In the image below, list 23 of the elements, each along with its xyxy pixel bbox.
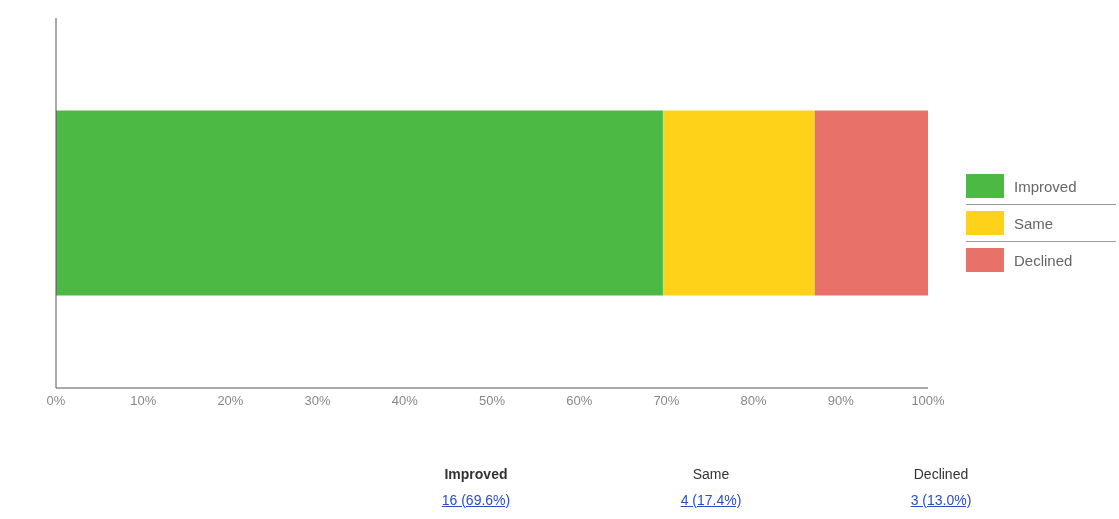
legend-label: Same	[1014, 214, 1054, 232]
bar	[56, 110, 663, 296]
text: Same	[692, 466, 730, 482]
x-tick-label: 80%	[740, 393, 768, 409]
text: 3 (13.0%)	[909, 492, 973, 508]
bar	[814, 110, 928, 296]
legend-label: Declined	[1014, 251, 1073, 269]
x-tick-label: 30%	[304, 393, 332, 409]
text: Declined	[913, 466, 969, 482]
legend-label: Improved	[1014, 177, 1077, 195]
x-tick-label: 100%	[911, 393, 946, 409]
x-tick-label: 0%	[46, 393, 66, 409]
x-tick-label: 40%	[391, 393, 419, 409]
bar	[662, 110, 815, 296]
text: 4 (17.4%)	[679, 492, 743, 508]
x-tick-label: 10%	[130, 393, 157, 409]
x-tick-label: 20%	[217, 393, 244, 409]
x-tick-label: 70%	[653, 393, 680, 409]
x-tick-label: 60%	[566, 393, 593, 409]
text: 16 (69.6%)	[440, 492, 512, 508]
x-tick-label: 50%	[478, 393, 506, 409]
x-tick-label: 90%	[827, 393, 855, 409]
text: Improved	[444, 466, 508, 482]
